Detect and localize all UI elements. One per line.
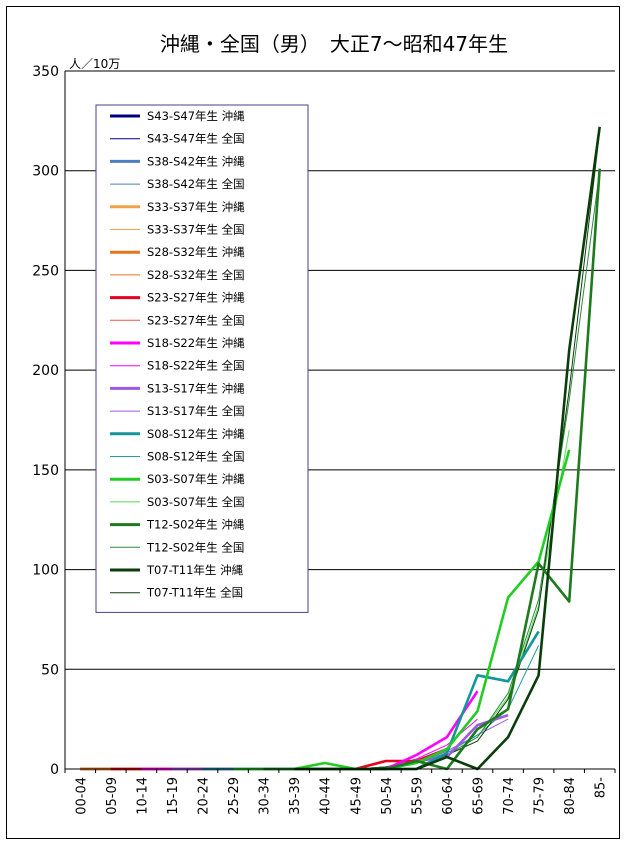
x-tick-label: 10-14 — [135, 777, 150, 815]
legend-label: S43-S47年生 沖縄 — [147, 109, 245, 123]
y-tick-label: 50 — [41, 662, 59, 678]
legend-label: S23-S27年生 全国 — [147, 313, 245, 327]
y-tick-label: 350 — [32, 64, 59, 80]
x-tick-label: 55-59 — [410, 777, 425, 815]
y-tick-label: 100 — [32, 563, 59, 579]
x-tick-label: 20-24 — [197, 777, 212, 815]
y-unit-label: 人／10万 — [69, 57, 120, 71]
legend-label: S13-S17年生 全国 — [147, 404, 245, 418]
legend-label: S38-S42年生 全国 — [147, 177, 245, 191]
y-tick-label: 250 — [32, 263, 59, 279]
x-tick-label: 80-84 — [563, 777, 578, 815]
x-tick-labels: 00-04 05-09 10-14 15-19 20-24 25-29 30-34 35-39… — [74, 777, 608, 815]
chart-frame: 沖縄・全国（男） 大正7～昭和47年生 人／10万 0 50 100 150 200 25… — [6, 6, 620, 839]
legend-label: S18-S22年生 沖縄 — [147, 336, 245, 350]
legend-label: S08-S12年生 沖縄 — [147, 427, 245, 441]
series-line — [202, 630, 540, 771]
legend-label: T12-S02年生 沖縄 — [146, 518, 245, 532]
x-tick-label: 05-09 — [105, 777, 120, 815]
legend-label: S13-S17年生 沖縄 — [147, 381, 245, 395]
legend-label: S03-S07年生 全国 — [147, 495, 245, 509]
x-tick-label: 50-54 — [380, 777, 395, 815]
series-line — [202, 645, 540, 770]
legend-label: T07-T11年生 全国 — [146, 586, 243, 600]
y-tick-label: 150 — [32, 463, 59, 479]
chart: 沖縄・全国（男） 大正7～昭和47年生 人／10万 0 50 100 150 200 25… — [32, 32, 616, 815]
x-tick-label: 25-29 — [227, 777, 242, 815]
legend-label: S33-S37年生 沖縄 — [147, 200, 245, 214]
legend-label: S43-S47年生 全国 — [147, 132, 245, 146]
x-tick-label: 40-44 — [319, 777, 334, 815]
legend-label: S03-S07年生 沖縄 — [147, 472, 245, 486]
legend-label: S38-S42年生 沖縄 — [147, 154, 245, 168]
x-tick-label: 65-69 — [472, 777, 487, 815]
series-line — [141, 718, 478, 770]
series-line — [294, 126, 601, 771]
x-tick-label: 30-34 — [258, 777, 273, 815]
x-tick-label: 00-04 — [74, 777, 89, 815]
legend-box — [95, 104, 309, 613]
legend-label: T07-T11年生 沖縄 — [146, 563, 244, 577]
y-tick-label: 300 — [32, 164, 59, 180]
legend-label: S18-S22年生 全国 — [147, 359, 245, 373]
legend-label: T12-S02年生 全国 — [146, 540, 244, 554]
legend-label: S28-S32年生 全国 — [147, 268, 245, 282]
x-tick-label: 70-74 — [502, 777, 517, 815]
legend: S43-S47年生 沖縄 S43-S47年生 全国 S38-S42年生 沖縄 S38-… — [95, 104, 309, 613]
series-line — [263, 168, 601, 771]
y-tick-label: 200 — [32, 363, 59, 379]
x-tick-label: 60-64 — [441, 777, 456, 815]
legend-label: S23-S27年生 沖縄 — [147, 291, 245, 305]
series-line — [294, 130, 601, 770]
y-tick-labels: 0 50 100 150 200 250 300 350 — [32, 64, 59, 778]
legend-label: S08-S12年生 全国 — [147, 450, 245, 464]
x-tick-label: 15-19 — [166, 777, 181, 815]
legend-label: S28-S32年生 沖縄 — [147, 245, 245, 259]
axes — [64, 71, 616, 773]
chart-title: 沖縄・全国（男） 大正7～昭和47年生 — [160, 32, 508, 56]
x-tick-label: 45-49 — [349, 777, 364, 815]
x-tick-label: 35-39 — [288, 777, 303, 815]
x-tick-label: 75-79 — [533, 777, 548, 815]
y-tick-label: 0 — [50, 762, 59, 778]
legend-label: S33-S37年生 全国 — [147, 223, 245, 237]
x-tick-label: 85- — [594, 777, 609, 799]
